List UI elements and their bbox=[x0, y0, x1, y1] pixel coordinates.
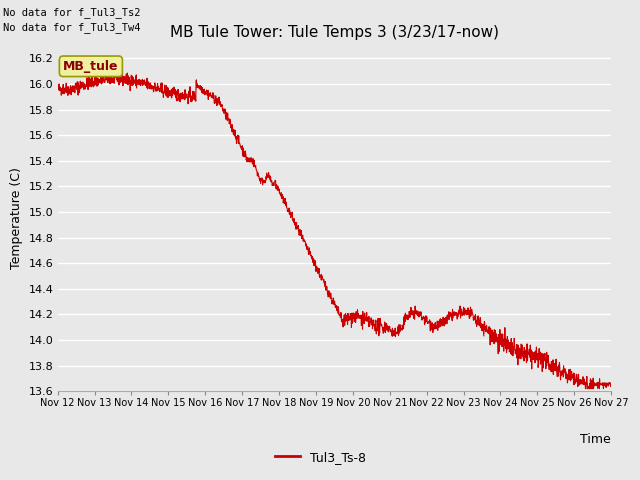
Tul3_Ts-8 bbox=[82, 83, 90, 88]
Tul3_Ts-8 bbox=[111, 64, 119, 70]
Text: Time: Time bbox=[580, 432, 611, 445]
Tul3_Ts-8 bbox=[591, 382, 599, 387]
Line: Tul3_Ts-8: Tul3_Ts-8 bbox=[58, 67, 611, 389]
Tul3_Ts-8 bbox=[308, 254, 316, 260]
Tul3_Ts-8 bbox=[323, 288, 331, 293]
Tul3_Ts-8 bbox=[592, 383, 600, 388]
Text: MB_tule: MB_tule bbox=[63, 60, 118, 73]
Text: No data for f_Tul3_Tw4: No data for f_Tul3_Tw4 bbox=[3, 22, 141, 33]
Text: No data for f_Tul3_Ts2: No data for f_Tul3_Ts2 bbox=[3, 7, 141, 18]
Tul3_Ts-8 bbox=[607, 384, 615, 389]
Tul3_Ts-8 bbox=[54, 84, 61, 90]
Tul3_Ts-8 bbox=[490, 333, 498, 338]
Tul3_Ts-8 bbox=[582, 386, 589, 392]
Legend: Tul3_Ts-8: Tul3_Ts-8 bbox=[269, 446, 371, 469]
Title: MB Tule Tower: Tule Temps 3 (3/23/17-now): MB Tule Tower: Tule Temps 3 (3/23/17-now… bbox=[170, 25, 499, 40]
Y-axis label: Temperature (C): Temperature (C) bbox=[10, 168, 23, 269]
